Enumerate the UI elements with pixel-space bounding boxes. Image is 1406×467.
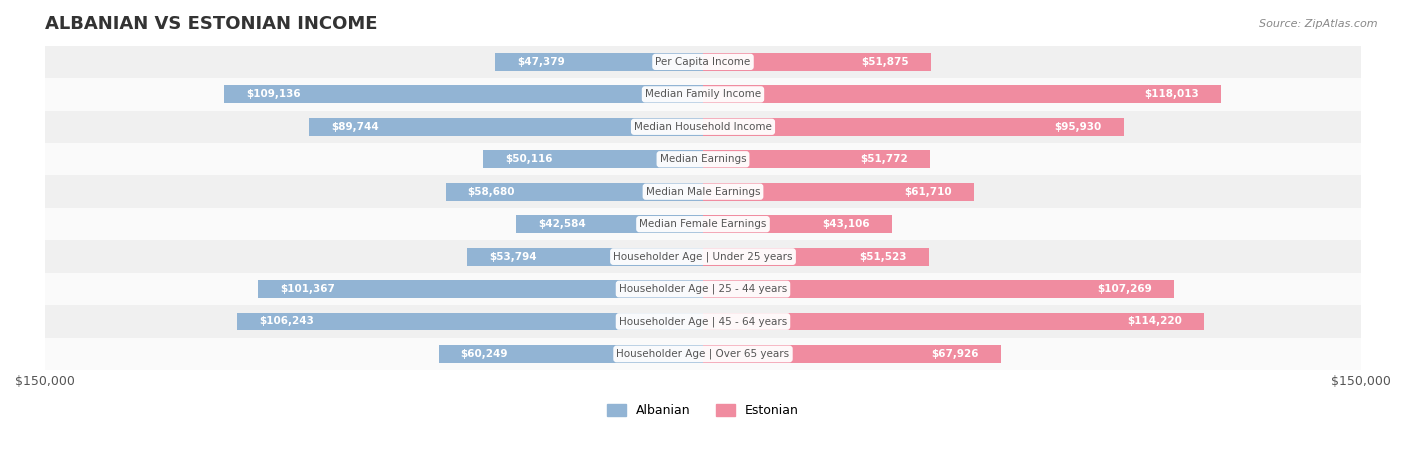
Text: $58,680: $58,680 (468, 187, 515, 197)
FancyBboxPatch shape (703, 150, 931, 168)
Text: $61,710: $61,710 (904, 187, 952, 197)
FancyBboxPatch shape (45, 338, 1361, 370)
Text: $50,116: $50,116 (505, 154, 553, 164)
FancyBboxPatch shape (45, 111, 1361, 143)
FancyBboxPatch shape (259, 280, 703, 298)
FancyBboxPatch shape (45, 78, 1361, 111)
Text: Householder Age | Over 65 years: Householder Age | Over 65 years (616, 349, 790, 359)
Text: Householder Age | 45 - 64 years: Householder Age | 45 - 64 years (619, 316, 787, 327)
FancyBboxPatch shape (45, 305, 1361, 338)
Text: $60,249: $60,249 (461, 349, 508, 359)
Text: Median Family Income: Median Family Income (645, 89, 761, 99)
FancyBboxPatch shape (446, 183, 703, 201)
FancyBboxPatch shape (45, 208, 1361, 241)
Legend: Albanian, Estonian: Albanian, Estonian (603, 399, 803, 422)
Text: $51,875: $51,875 (860, 57, 908, 67)
FancyBboxPatch shape (484, 150, 703, 168)
Text: $114,220: $114,220 (1128, 317, 1182, 326)
FancyBboxPatch shape (224, 85, 703, 103)
FancyBboxPatch shape (703, 312, 1204, 331)
Text: $89,744: $89,744 (332, 122, 380, 132)
Text: $51,772: $51,772 (860, 154, 908, 164)
Text: $106,243: $106,243 (259, 317, 314, 326)
Text: Householder Age | 25 - 44 years: Householder Age | 25 - 44 years (619, 284, 787, 294)
FancyBboxPatch shape (703, 183, 974, 201)
Text: $107,269: $107,269 (1097, 284, 1152, 294)
Text: $101,367: $101,367 (280, 284, 335, 294)
FancyBboxPatch shape (703, 118, 1123, 136)
Text: $95,930: $95,930 (1054, 122, 1102, 132)
Text: Median Household Income: Median Household Income (634, 122, 772, 132)
FancyBboxPatch shape (45, 273, 1361, 305)
Text: $47,379: $47,379 (517, 57, 565, 67)
FancyBboxPatch shape (439, 345, 703, 363)
Text: $109,136: $109,136 (246, 89, 301, 99)
FancyBboxPatch shape (703, 215, 893, 233)
FancyBboxPatch shape (703, 85, 1220, 103)
Text: $67,926: $67,926 (932, 349, 979, 359)
Text: Median Earnings: Median Earnings (659, 154, 747, 164)
Text: Median Male Earnings: Median Male Earnings (645, 187, 761, 197)
Text: Householder Age | Under 25 years: Householder Age | Under 25 years (613, 251, 793, 262)
FancyBboxPatch shape (45, 176, 1361, 208)
FancyBboxPatch shape (516, 215, 703, 233)
Text: Source: ZipAtlas.com: Source: ZipAtlas.com (1260, 19, 1378, 28)
FancyBboxPatch shape (45, 143, 1361, 176)
FancyBboxPatch shape (45, 241, 1361, 273)
FancyBboxPatch shape (703, 248, 929, 266)
FancyBboxPatch shape (309, 118, 703, 136)
Text: $42,584: $42,584 (538, 219, 586, 229)
Text: $51,523: $51,523 (859, 252, 907, 262)
Text: $53,794: $53,794 (489, 252, 537, 262)
FancyBboxPatch shape (703, 345, 1001, 363)
Text: ALBANIAN VS ESTONIAN INCOME: ALBANIAN VS ESTONIAN INCOME (45, 15, 377, 33)
Text: Per Capita Income: Per Capita Income (655, 57, 751, 67)
FancyBboxPatch shape (495, 53, 703, 71)
Text: Median Female Earnings: Median Female Earnings (640, 219, 766, 229)
FancyBboxPatch shape (467, 248, 703, 266)
FancyBboxPatch shape (45, 46, 1361, 78)
FancyBboxPatch shape (236, 312, 703, 331)
FancyBboxPatch shape (703, 280, 1174, 298)
FancyBboxPatch shape (703, 53, 931, 71)
Text: $118,013: $118,013 (1144, 89, 1199, 99)
Text: $43,106: $43,106 (823, 219, 870, 229)
